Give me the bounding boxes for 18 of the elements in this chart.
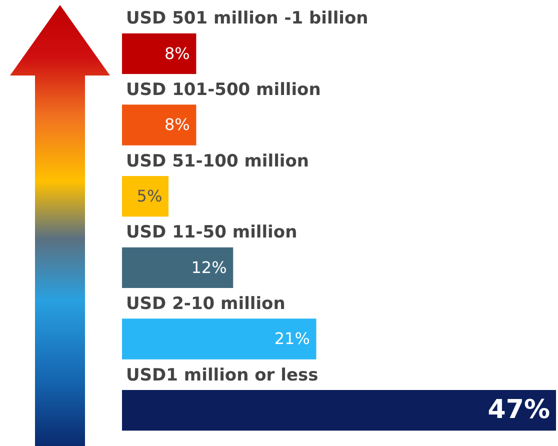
data-label: 8% [164,115,190,134]
data-label: 47% [488,395,550,426]
data-label: 5% [136,186,162,206]
bar [122,104,196,146]
bar [122,176,168,217]
bar [122,390,556,431]
y-tick-label: USD 2-10 million [126,294,286,314]
y-tick-label: USD 11-50 million [126,222,298,243]
data-label: 8% [164,44,190,63]
bar [122,318,316,360]
y-tick-label: USD 101-500 million [126,80,321,100]
data-label: 21% [274,329,310,348]
bar [122,33,196,74]
data-label: 12% [191,258,227,277]
y-tick-label: USD 51-100 million [126,151,309,172]
y-tick-label: USD1 million or less [126,365,318,386]
bar [122,247,234,288]
y-tick-label: USD 501 million -1 billion [126,8,368,29]
